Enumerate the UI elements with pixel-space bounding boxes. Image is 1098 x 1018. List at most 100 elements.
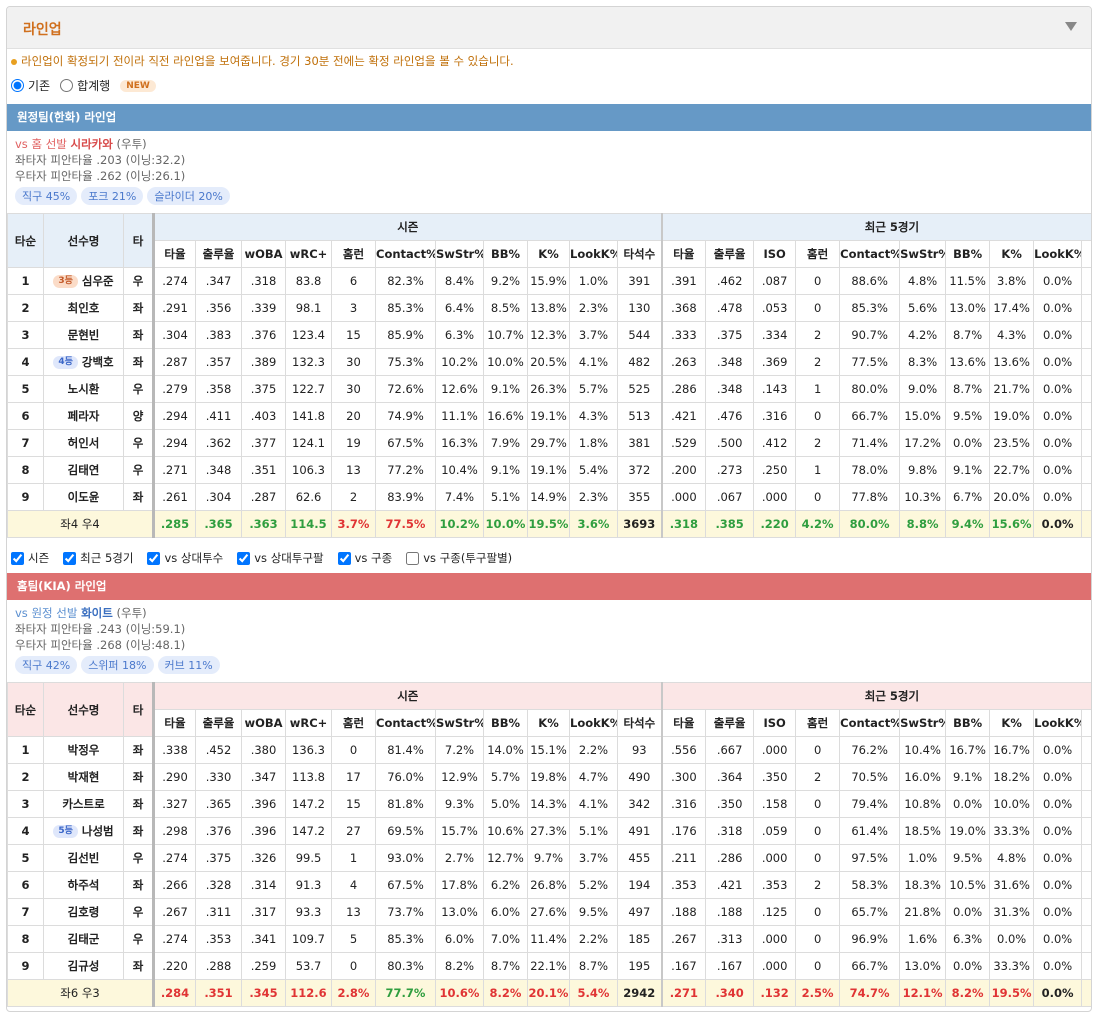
order-cell: 8	[7, 925, 44, 953]
stat-cell: 16.7%	[989, 736, 1035, 764]
filter-option[interactable]: vs 구종	[337, 550, 392, 566]
total-cell: 12.1%	[899, 979, 947, 1007]
stat-cell: 132.3	[285, 348, 332, 376]
pitch-tags: 직구 45% 포크 21% 슬라이더 20%	[15, 187, 230, 205]
player-row: 9 이도윤 좌 .261.304.287 62.6 2 83.9% 7.4% 5.1% 14.9%…	[7, 483, 1091, 511]
stat-cell: 0	[795, 483, 841, 511]
player-name: 나성범	[81, 824, 114, 838]
filter-option[interactable]: vs 상대투수	[147, 550, 223, 566]
checkbox[interactable]	[406, 551, 420, 565]
stat-cell: 124.1	[285, 429, 332, 457]
stat-cell: 8.7%	[945, 375, 991, 403]
total-cell: 3693	[616, 510, 663, 538]
header-cell: BB%	[945, 709, 991, 737]
filter-option[interactable]: vs 상대투구팔	[237, 550, 324, 566]
stat-cell: .368	[661, 294, 707, 322]
stat-cell: 10.4%	[435, 456, 484, 484]
checkbox[interactable]	[11, 551, 24, 565]
stat-cell: 0	[795, 402, 841, 430]
stat-cell: .287	[241, 483, 286, 511]
name-cell: 이도윤	[43, 483, 124, 511]
stat-cell: .357	[195, 348, 242, 376]
stat-cell: .347	[241, 763, 286, 791]
stat-cell: 525	[616, 375, 663, 403]
checkbox[interactable]	[337, 551, 351, 565]
stat-cell: 90.7%	[839, 321, 901, 349]
total-cell: 77.7%	[375, 979, 436, 1007]
header-cell: Contact%	[375, 709, 436, 737]
stat-cell: .267	[661, 925, 707, 953]
header-cell: SwStr%	[435, 709, 484, 737]
stat-cell: 70.5%	[839, 763, 901, 791]
total-cell: 2.8%	[331, 979, 376, 1007]
stat-cell: 18.2%	[989, 763, 1035, 791]
stat-cell: .350	[705, 790, 755, 818]
pitch-tags: 직구 42% 스위퍼 18% 커브 11%	[15, 656, 220, 674]
radio-option[interactable]: 합계행	[60, 77, 110, 94]
stat-cell: 14.0%	[483, 736, 528, 764]
stat-cell: 9.5%	[945, 402, 991, 430]
stat-cell: 4.1%	[569, 790, 618, 818]
stat-cell: .304	[153, 321, 196, 349]
stat-cell: 141.8	[285, 402, 332, 430]
total-cell: 19.5%	[527, 510, 570, 538]
stat-cell: 72.6%	[375, 375, 436, 403]
player-row: 7 김호령 우 .267.311.317 93.3 13 73.7% 13.0% 6.0% 27.…	[7, 898, 1091, 926]
total-cell: 8.8%	[899, 510, 947, 538]
header-cell: BB%	[483, 709, 528, 737]
checkbox[interactable]	[237, 551, 251, 565]
filter-option[interactable]: vs 구종(투구팔별)	[406, 550, 512, 566]
total-cell: 15.6%	[989, 510, 1035, 538]
player-name: 김규성	[67, 959, 100, 973]
total-cell: 5.4%	[569, 979, 618, 1007]
hand-cell: 좌	[123, 763, 155, 791]
stat-cell: 12.3%	[527, 321, 570, 349]
player-name: 하주석	[67, 878, 100, 892]
stat-cell: 544	[616, 321, 663, 349]
radio[interactable]	[60, 79, 74, 92]
split-line: 우타자 피안타율 .262 (이닝:26.1)	[15, 169, 186, 183]
stat-cell	[1081, 925, 1091, 953]
total-cell: 20.1%	[527, 979, 570, 1007]
panel-header[interactable]: 라인업	[7, 7, 1091, 49]
stat-cell: 12.9%	[435, 763, 484, 791]
checkbox[interactable]	[147, 551, 161, 565]
header-cell: 타석수	[616, 240, 663, 268]
stat-cell: 71.4%	[839, 429, 901, 457]
name-cell: 3등 심우준	[43, 267, 124, 295]
stat-cell: .478	[705, 294, 755, 322]
stat-cell: 0.0%	[1033, 736, 1083, 764]
stat-cell: 11.4%	[527, 925, 570, 953]
filter-option[interactable]: 시즌	[11, 550, 49, 566]
stat-cell: 482	[616, 348, 663, 376]
filter-option[interactable]: 최근 5경기	[63, 550, 133, 566]
stat-cell: .476	[705, 402, 755, 430]
pitch-tag: 커브 11%	[157, 656, 220, 674]
player-name: 박정우	[67, 743, 100, 757]
stat-cell: 31.3%	[989, 898, 1035, 926]
split-line: 좌타자 피안타율 .243 (이닝:59.1)	[15, 622, 186, 636]
stat-cell: 75.3%	[375, 348, 436, 376]
stat-cell: 122.7	[285, 375, 332, 403]
stat-cell: 2.2%	[569, 925, 618, 953]
stat-cell: 31.6%	[989, 871, 1035, 899]
stat-cell: .274	[153, 925, 196, 953]
stat-cell: .317	[241, 898, 286, 926]
stat-cell: 1.0%	[899, 844, 947, 872]
stat-cell: 13.6%	[945, 348, 991, 376]
radio[interactable]	[11, 79, 24, 92]
stat-cell: .143	[753, 375, 797, 403]
collapse-arrow[interactable]	[1065, 22, 1077, 31]
stat-cell: 195	[616, 952, 663, 980]
stat-cell: .087	[753, 267, 797, 295]
stat-cell: 4.1%	[569, 348, 618, 376]
total-label: 좌6 우3	[7, 979, 155, 1007]
stat-cell: 16.6%	[483, 402, 528, 430]
filter-label: 최근 5경기	[80, 551, 134, 565]
radio-option[interactable]: 기존	[11, 77, 50, 94]
stat-cell: 10.8%	[899, 790, 947, 818]
checkbox[interactable]	[63, 551, 77, 565]
stat-cell: 14.9%	[527, 483, 570, 511]
stat-cell: 82.3%	[375, 267, 436, 295]
stat-cell: 78.0%	[839, 456, 901, 484]
